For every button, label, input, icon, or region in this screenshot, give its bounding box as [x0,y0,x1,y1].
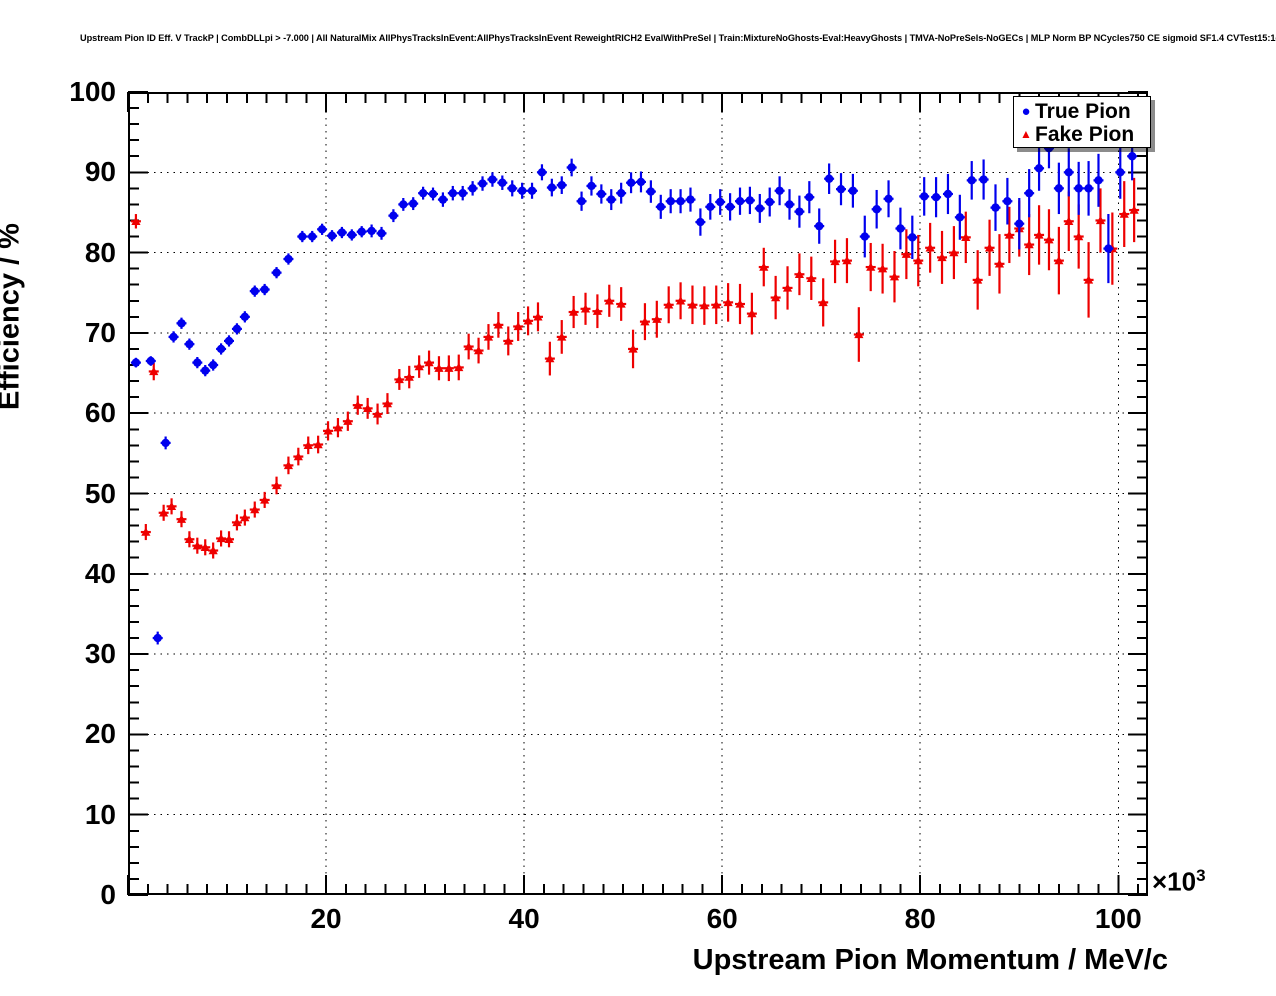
plot-frame [128,92,1148,895]
page-title: Upstream Pion ID Eff. V TrackP | CombDLL… [80,33,1276,43]
legend-marker-circle-icon: ● [1021,102,1031,120]
x-axis-multiplier-base: ×10 [1152,866,1197,897]
y-tick-label: 80 [84,236,116,268]
y-tick-label: 10 [84,798,116,830]
y-tick-label: 70 [84,316,116,348]
y-tick-label: 90 [84,156,116,188]
legend-label-fake-pion: Fake Pion [1035,122,1135,146]
x-axis-title: Upstream Pion Momentum / MeV/c [692,944,1168,976]
y-tick-label: 100 [69,76,116,107]
legend-label-true-pion: True Pion [1035,99,1131,123]
x-axis-multiplier-exponent: 3 [1196,866,1206,885]
y-tick-label: 40 [84,557,116,589]
legend-marker-triangle-icon: ▲ [1020,127,1032,141]
legend-entry-true-pion: ● True Pion [1018,99,1131,123]
chart-legend: ● True Pion ▲ Fake Pion [1013,96,1151,148]
legend-entry-fake-pion: ▲ Fake Pion [1018,122,1134,146]
x-tick-label: 20 [310,903,342,934]
x-tick-label: 60 [706,903,738,934]
x-tick-label: 40 [508,903,540,934]
x-tick-label: 100 [1094,903,1142,934]
y-tick-label: 0 [100,879,116,910]
y-tick-label: 60 [84,397,116,429]
y-tick-label: 20 [84,718,116,750]
x-tick-label: 80 [904,903,936,934]
y-tick-label: 30 [84,638,116,670]
x-axis-multiplier: ×103 [1152,866,1206,898]
y-tick-label: 50 [84,477,116,509]
